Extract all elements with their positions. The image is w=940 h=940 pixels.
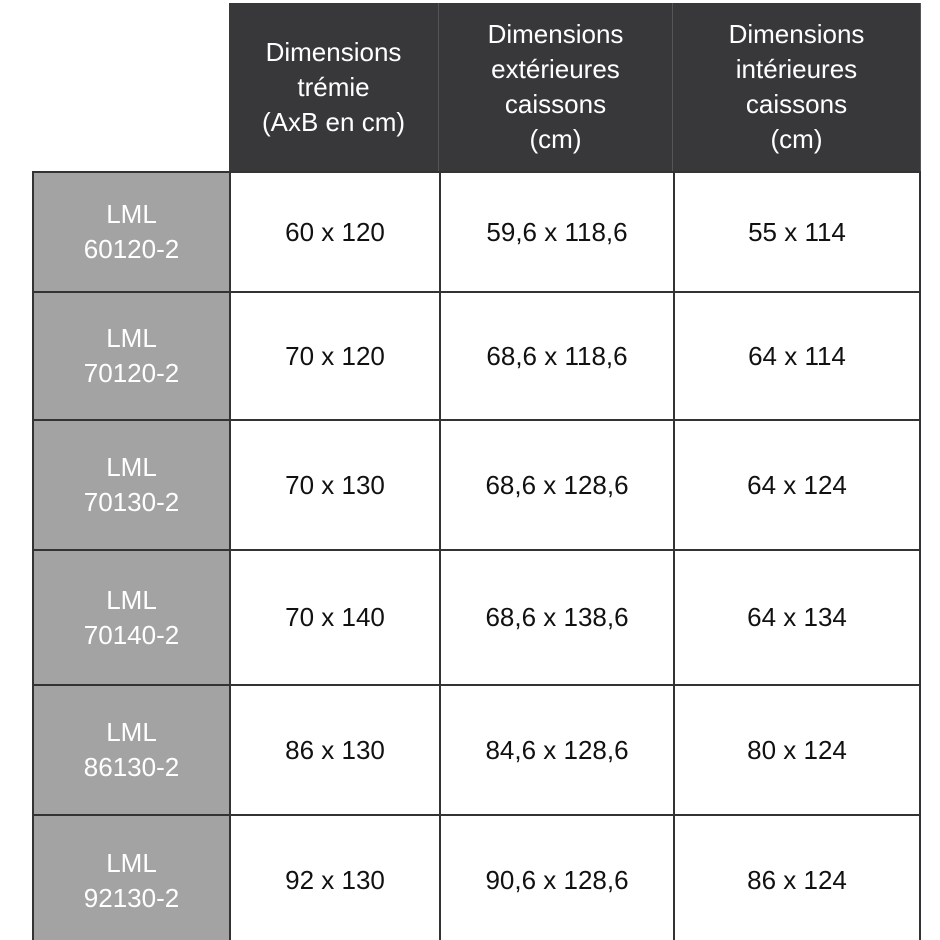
model-model-line2: 70130-2 [83, 487, 180, 517]
table-cell: 70 x 120 [229, 291, 439, 419]
table-cell: 60 x 120 [229, 171, 439, 291]
model-model-line1: LML [106, 717, 157, 747]
model-model-line2: 92130-2 [83, 882, 180, 913]
table-cell: 70 x 130 [229, 419, 439, 549]
table-cell: 55 x 114 [673, 171, 921, 291]
model-model-line1: LML [106, 847, 157, 878]
row-label-model: LML 70120-2 [32, 291, 229, 419]
table-cell: 59,6 x 118,6 [439, 171, 673, 291]
table-cell: 64 x 114 [673, 291, 921, 419]
row-label-model: LML 70130-2 [32, 419, 229, 549]
model-model-line2: 70140-2 [83, 619, 180, 650]
model-model-line2: 60120-2 [83, 234, 180, 264]
table-cell: 86 x 130 [229, 684, 439, 814]
model-model-line2: 86130-2 [83, 752, 180, 782]
table-cell: 68,6 x 138,6 [439, 549, 673, 684]
row-label-model: LML 86130-2 [32, 684, 229, 814]
table-cell: 64 x 134 [673, 549, 921, 684]
column-header: Dimensions trémie (AxB en cm) [229, 3, 439, 171]
model-model-line1: LML [106, 584, 157, 615]
table-cell: 70 x 140 [229, 549, 439, 684]
model-model-line1: LML [106, 323, 157, 353]
model-model-line1: LML [106, 452, 157, 482]
row-label-model: LML 60120-2 [32, 171, 229, 291]
model-model-line2: 70120-2 [83, 358, 180, 388]
row-label-model: LML 70140-2 [32, 549, 229, 684]
table-cell: 92 x 130 [229, 814, 439, 940]
table-cell: 90,6 x 128,6 [439, 814, 673, 940]
table-cell: 64 x 124 [673, 419, 921, 549]
column-header: Dimensions intérieures caissons (cm) [673, 3, 921, 171]
table-cell: 84,6 x 128,6 [439, 684, 673, 814]
table-cell: 86 x 124 [673, 814, 921, 940]
table-cell: 80 x 124 [673, 684, 921, 814]
model-model-line1: LML [106, 199, 157, 229]
row-label-model: LML 92130-2 [32, 814, 229, 940]
table-cell: 68,6 x 118,6 [439, 291, 673, 419]
table-cell: 68,6 x 128,6 [439, 419, 673, 549]
column-header: Dimensions extérieures caissons (cm) [439, 3, 673, 171]
